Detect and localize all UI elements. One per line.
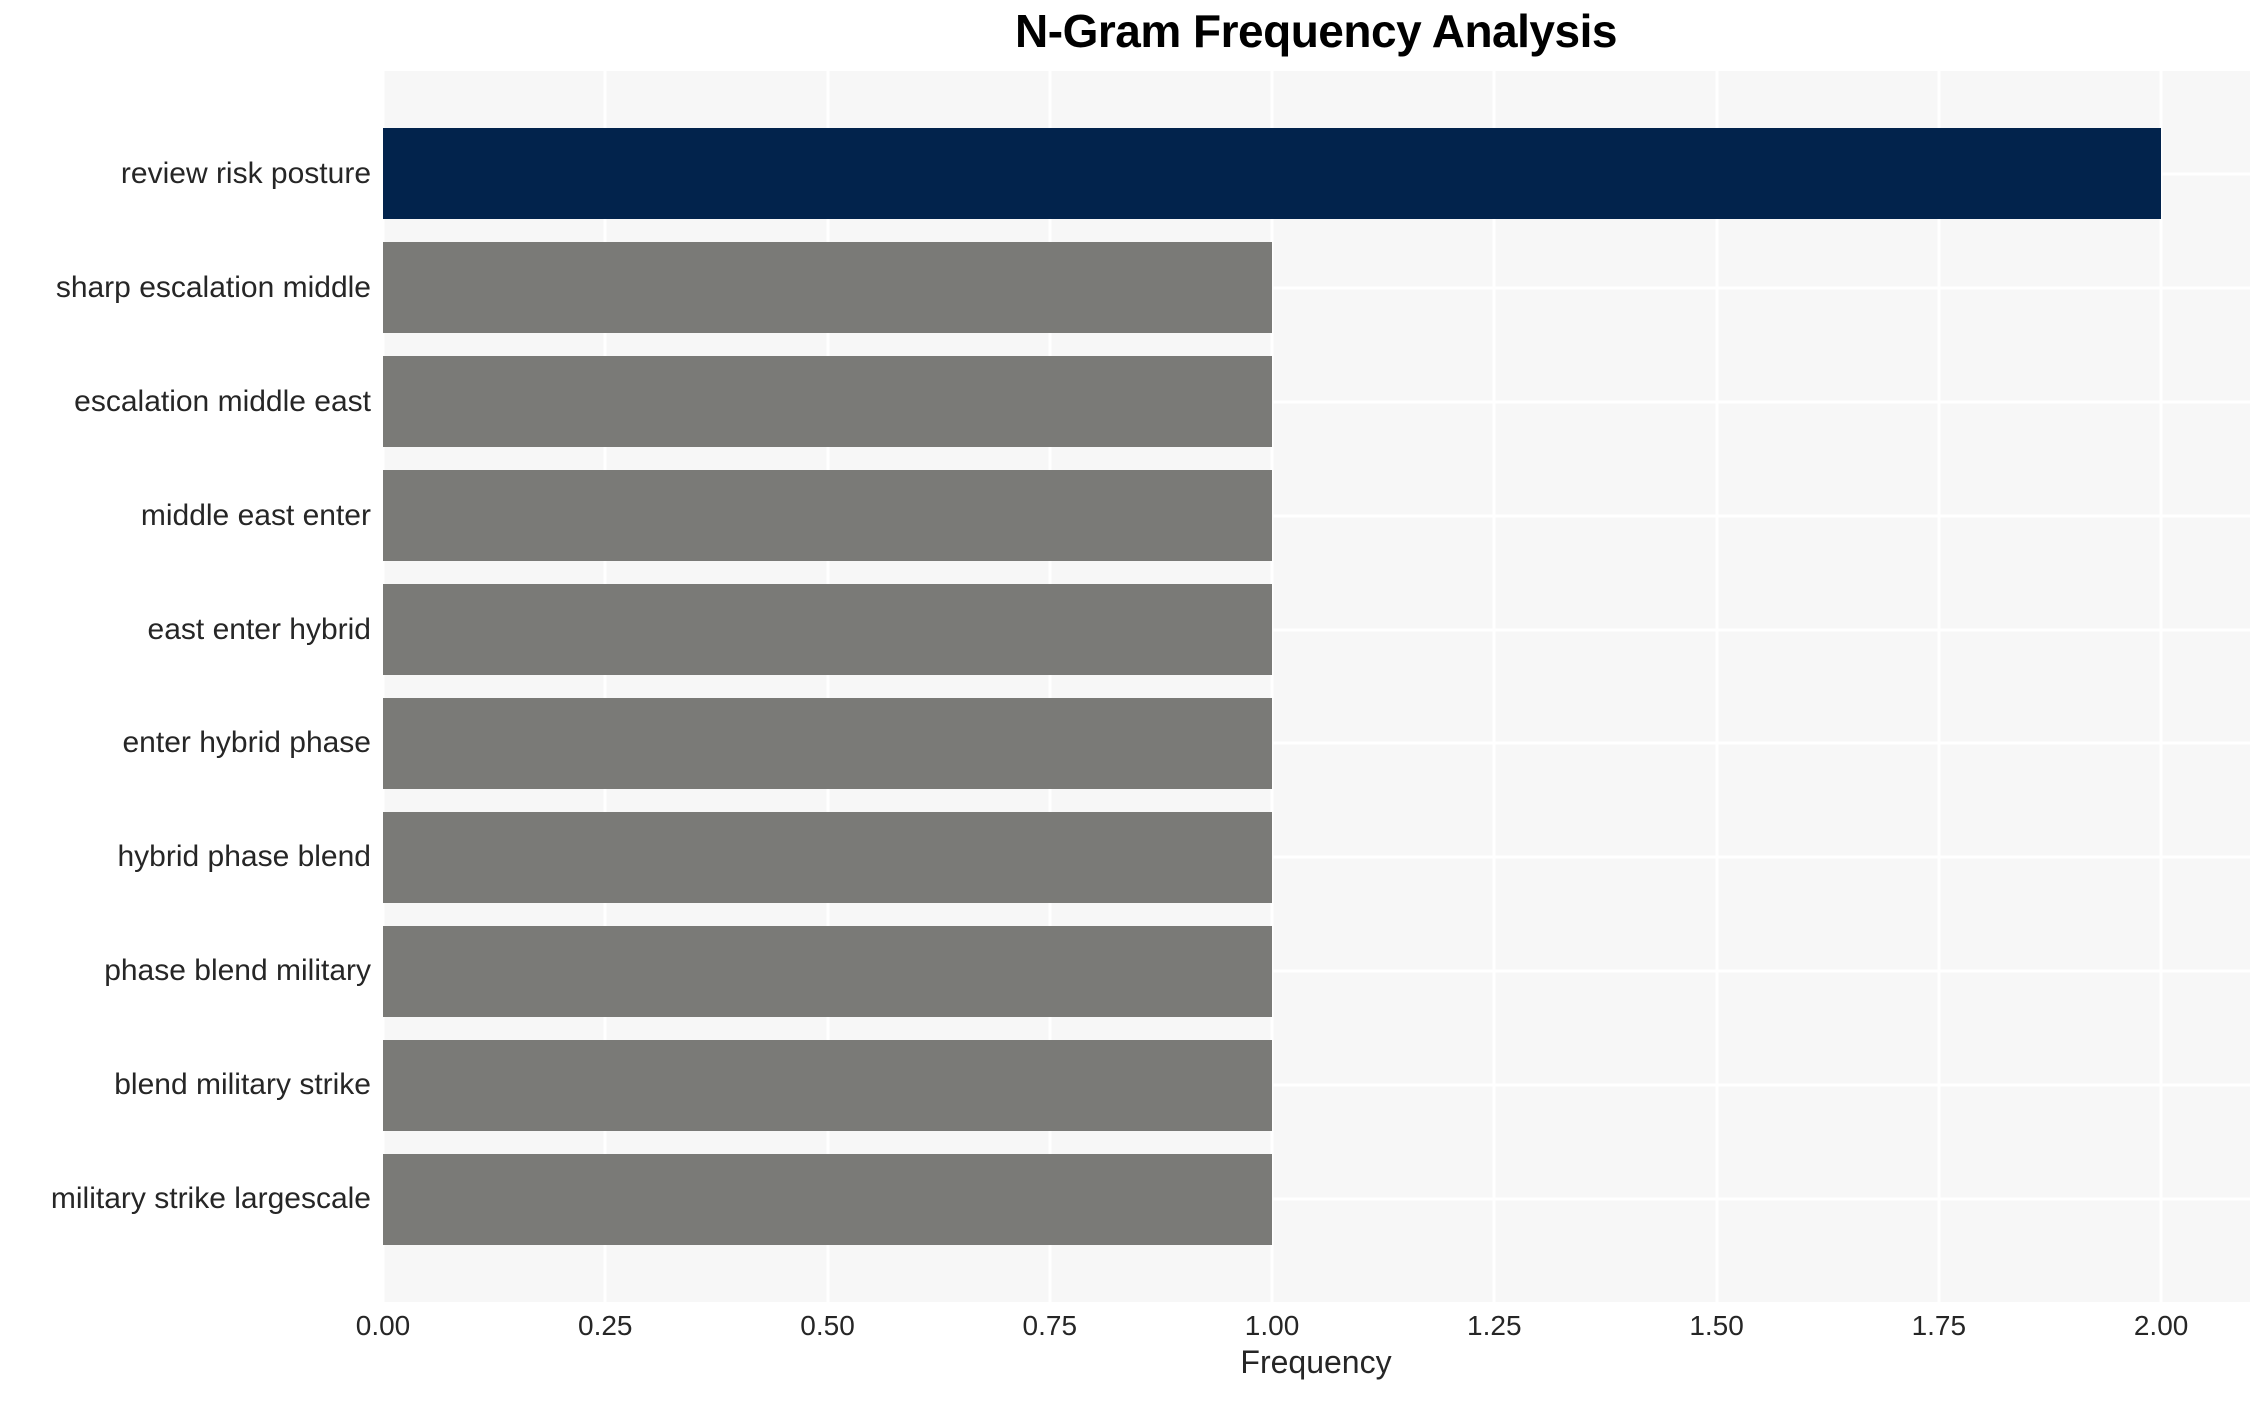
x-tick-label: 1.50 (1689, 1310, 1744, 1341)
y-tick-label: military strike largescale (50, 1182, 371, 1216)
x-tick-label: 1.00 (1244, 1310, 1300, 1341)
v-gridline (826, 71, 830, 1302)
y-tick-label: review risk posture (120, 156, 371, 190)
h-gridline (383, 286, 2250, 290)
v-gridline (1715, 71, 1719, 1302)
v-gridline (1270, 71, 1274, 1302)
x-tick-label: 1.25 (1467, 1310, 1522, 1341)
bar-blend-military-strike (383, 1039, 1273, 1131)
x-axis-tick-labels: 0.00 0.25 0.50 0.75 1.00 1.25 1.50 1.75 2.00 (356, 1302, 2250, 1352)
v-gridline (2159, 71, 2163, 1302)
x-tick-label: 1.75 (1911, 1310, 1967, 1341)
y-tick-label: phase blend military (104, 954, 371, 988)
x-axis-title: Frequency (1240, 1344, 1392, 1380)
v-gridline (1937, 71, 1941, 1302)
y-axis-labels: review risk posture sharp escalation midd… (0, 71, 371, 1302)
y-tick-label: sharp escalation middle (55, 270, 371, 304)
y-tick-label: hybrid phase blend (117, 840, 371, 874)
h-gridline (383, 628, 2250, 631)
h-gridline (383, 514, 2250, 518)
h-gridline (383, 741, 2250, 745)
y-tick-label: escalation middle east (74, 384, 371, 418)
h-gridline (383, 400, 2250, 404)
x-tick-label: 0.00 (355, 1310, 411, 1341)
y-tick-label: east enter hybrid (147, 612, 371, 646)
y-tick-label: enter hybrid phase (122, 726, 372, 760)
bar-east-enter-hybrid (383, 583, 1273, 676)
h-gridline (383, 1197, 2250, 1201)
bar-review-risk-posture (383, 127, 2162, 220)
h-gridline (383, 1083, 2250, 1087)
y-tick-label: middle east enter (140, 498, 371, 532)
v-gridline (603, 71, 607, 1302)
plot-area (383, 71, 2250, 1302)
bar-hybrid-phase-blend (383, 811, 1273, 904)
v-gridline (1048, 71, 1052, 1302)
bar-military-strike-largescale (383, 1153, 1273, 1245)
chart-title: N-Gram Frequency Analysis (1015, 5, 1617, 57)
v-gridline (383, 71, 385, 1302)
h-gridline (383, 969, 2250, 973)
x-tick-label: 0.50 (800, 1310, 855, 1341)
x-tick-label: 0.75 (1022, 1310, 1078, 1341)
bar-middle-east-enter (383, 469, 1273, 562)
y-tick-label: blend military strike (114, 1068, 371, 1102)
x-tick-label: 2.00 (2133, 1310, 2189, 1341)
v-gridline (1492, 71, 1496, 1302)
bar-phase-blend-military (383, 925, 1273, 1018)
bar-enter-hybrid-phase (383, 697, 1273, 790)
bar-sharp-escalation-middle (383, 241, 1273, 334)
x-tick-label: 0.25 (578, 1310, 633, 1341)
h-gridline (383, 855, 2250, 859)
bar-escalation-middle-east (383, 355, 1273, 448)
